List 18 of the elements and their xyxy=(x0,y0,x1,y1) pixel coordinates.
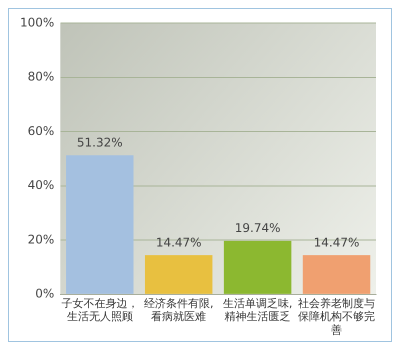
bar xyxy=(66,155,134,294)
x-tick-label: 社会养老制度与保障机构不够完善 xyxy=(298,296,376,336)
data-label: 19.74% xyxy=(234,220,280,235)
data-label: 14.47% xyxy=(156,235,202,250)
data-label: 14.47% xyxy=(314,235,360,250)
bar xyxy=(224,240,292,294)
y-tick-label: 20% xyxy=(28,232,54,246)
data-label: 51.32% xyxy=(76,135,123,150)
bar xyxy=(302,255,370,294)
bar xyxy=(144,255,212,294)
x-tick-label: 经济条件有限, 看病就医难 xyxy=(144,296,214,324)
y-tick-label: 60% xyxy=(28,124,54,138)
y-tick-label: 0% xyxy=(35,286,54,301)
y-tick-label: 40% xyxy=(28,178,54,192)
y-tick-label: 80% xyxy=(28,70,54,84)
y-tick-label: 100% xyxy=(20,15,54,30)
x-tick-label: 子女不在身边，生活无人照顾 xyxy=(61,296,138,324)
x-tick-label: 生活单调乏味, 精神生活匮乏 xyxy=(222,296,292,324)
